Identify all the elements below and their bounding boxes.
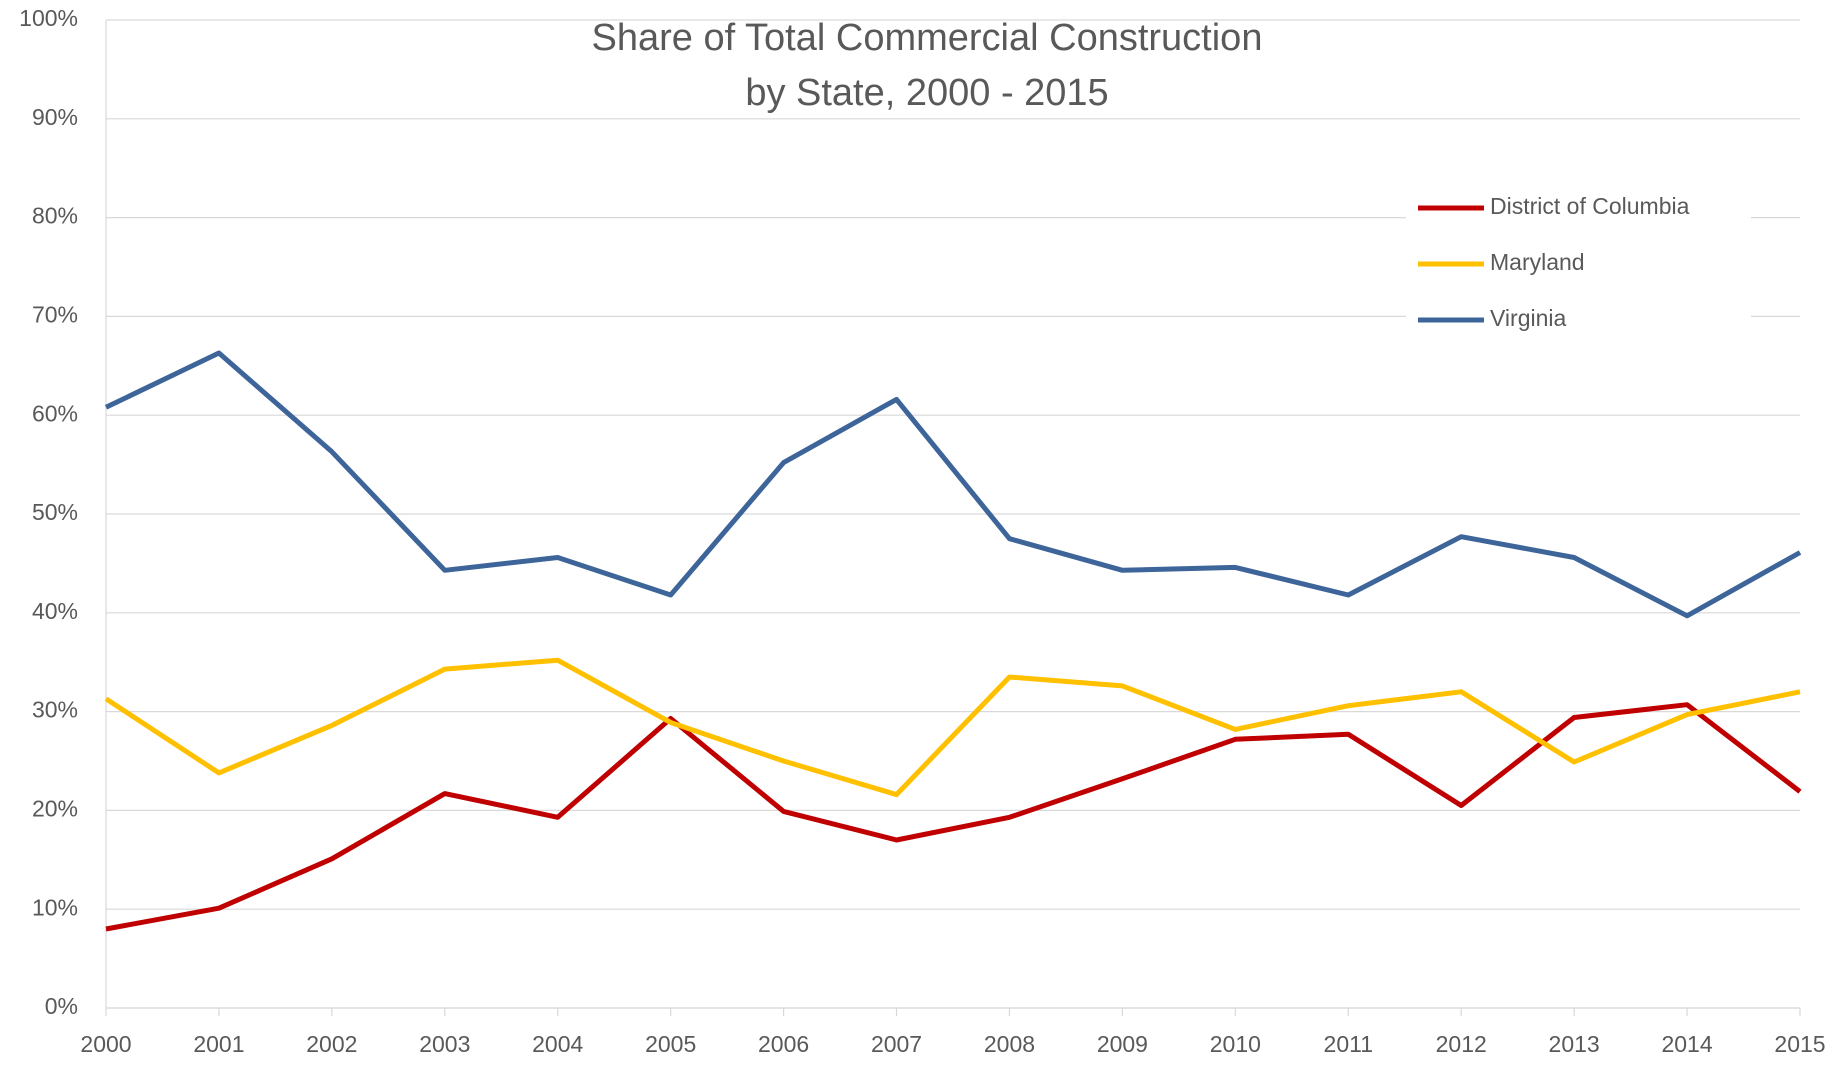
x-tick-label: 2015 <box>1774 1031 1825 1057</box>
y-tick-label: 20% <box>32 795 78 821</box>
x-tick-label: 2008 <box>984 1031 1035 1057</box>
x-tick-label: 2009 <box>1097 1031 1148 1057</box>
x-tick-label: 2003 <box>419 1031 470 1057</box>
x-tick-label: 2004 <box>532 1031 583 1057</box>
x-tick-label: 2010 <box>1210 1031 1261 1057</box>
x-tick-label: 2001 <box>193 1031 244 1057</box>
series-line <box>105 702 1802 932</box>
y-tick-label: 70% <box>32 301 78 327</box>
series-line <box>104 350 1802 619</box>
x-tick-label: 2007 <box>871 1031 922 1057</box>
legend-label: District of Columbia <box>1490 193 1690 219</box>
legend-label: Virginia <box>1490 305 1566 331</box>
y-tick-label: 90% <box>32 104 78 130</box>
chart-title: Share of Total Commercial Construction <box>592 17 1263 59</box>
legend-label: Maryland <box>1490 249 1585 275</box>
x-tick-label: 2005 <box>645 1031 696 1057</box>
y-tick-label: 0% <box>45 993 78 1019</box>
y-tick-label: 10% <box>32 894 78 920</box>
x-tick-label: 2012 <box>1436 1031 1487 1057</box>
y-tick-label: 80% <box>32 203 78 229</box>
y-tick-label: 40% <box>32 598 78 624</box>
y-tick-label: 100% <box>19 5 78 31</box>
x-tick-label: 2002 <box>306 1031 357 1057</box>
x-tick-label: 2013 <box>1549 1031 1600 1057</box>
x-tick-label: 2006 <box>758 1031 809 1057</box>
chart-title: by State, 2000 - 2015 <box>745 72 1108 114</box>
y-tick-label: 30% <box>32 697 78 723</box>
series-line <box>104 657 1801 798</box>
y-tick-label: 50% <box>32 499 78 525</box>
y-tick-label: 60% <box>32 400 78 426</box>
x-tick-label: 2014 <box>1661 1031 1712 1057</box>
x-tick-label: 2000 <box>80 1031 131 1057</box>
x-tick-label: 2011 <box>1324 1031 1373 1057</box>
